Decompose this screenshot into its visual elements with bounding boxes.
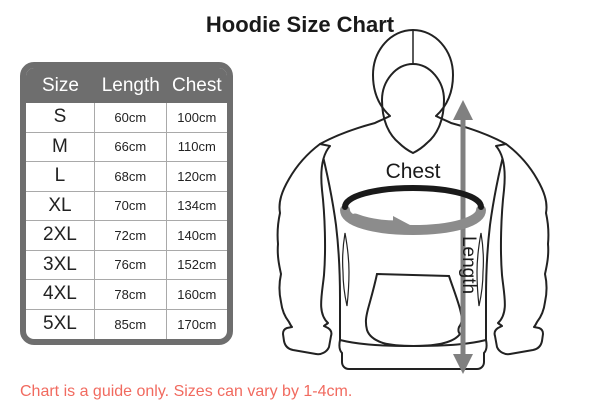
svg-text:Length: Length: [458, 236, 479, 294]
svg-text:Chest: Chest: [386, 160, 441, 183]
